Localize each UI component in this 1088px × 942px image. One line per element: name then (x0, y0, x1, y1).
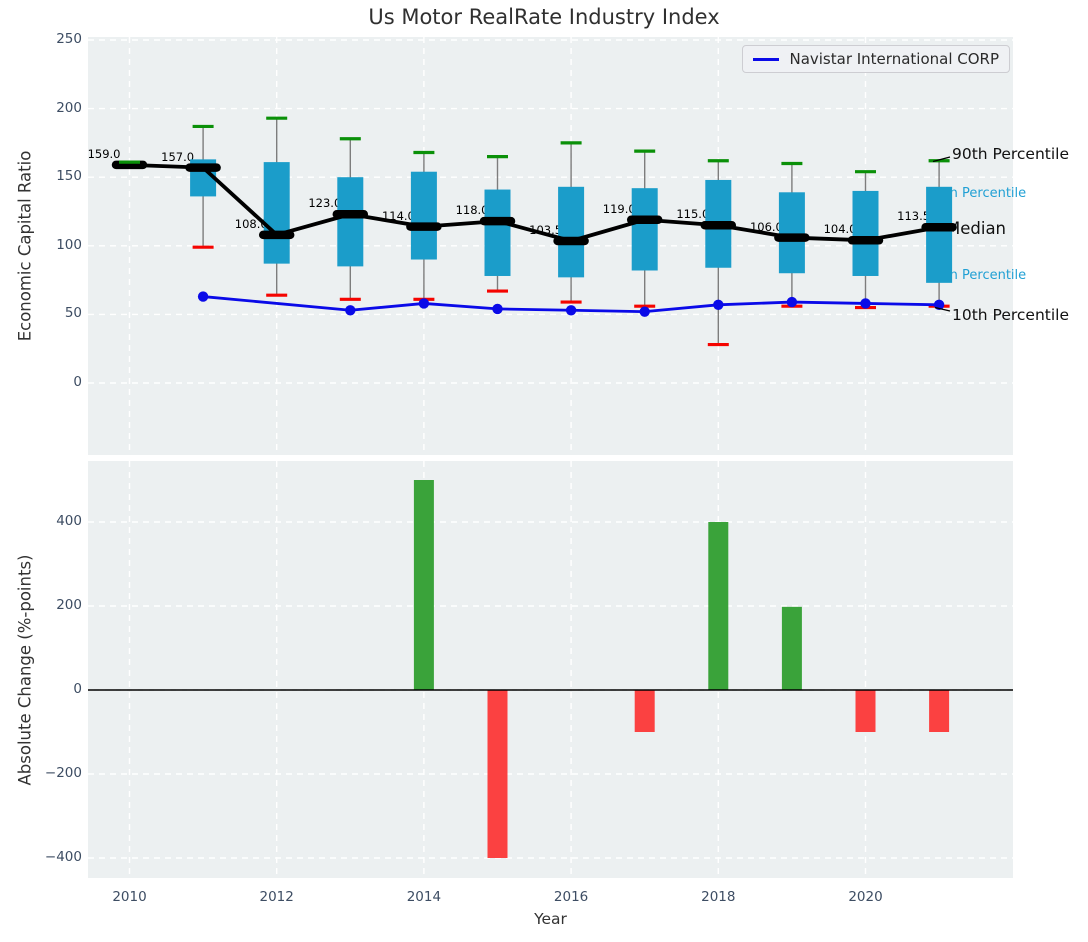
median-line (129, 162, 940, 243)
annotation-90th-percentile: 90th Percentile (952, 145, 1070, 163)
navistar-point-2017 (639, 306, 650, 317)
iqr-box-2020 (852, 190, 879, 276)
navistar-point-2013 (345, 305, 356, 316)
y-tick-label-bottom: 400 (56, 513, 82, 529)
legend-line-sample (753, 57, 780, 61)
navistar-point-2015 (492, 303, 503, 315)
legend-label: Navistar International CORP (789, 50, 999, 68)
x-tick-label: 2020 (848, 889, 883, 905)
median-value-label: 104.0 (823, 222, 857, 237)
iqr-box-2014 (410, 171, 437, 260)
change-bar-2019 (781, 606, 802, 690)
median-value-label: 123.0 (308, 196, 342, 211)
navistar-point-2016 (565, 305, 577, 316)
annotation-10th-percentile: 10th Percentile (952, 306, 1070, 324)
annotation-75th-percentile: 75th Percentile (928, 186, 1027, 201)
iqr-box-2012 (263, 162, 290, 264)
median-value-label: 119.0 (602, 201, 636, 216)
chart-title: Us Motor RealRate Industry Index (368, 5, 720, 29)
navistar-point-2018 (713, 299, 724, 310)
iqr-box-2013 (337, 177, 364, 267)
legend: Navistar International CORP (742, 45, 1010, 73)
annotation-median: Median (946, 219, 1007, 238)
median-value-label: 118.0 (455, 203, 489, 218)
y-tick-label-top: 250 (56, 31, 82, 47)
bottom-axes (88, 461, 1013, 878)
y-tick-label-top: 50 (64, 305, 82, 322)
y-tick-label-top: 0 (73, 374, 82, 390)
median-value-label: 115.0 (676, 207, 710, 222)
iqr-box-2015 (484, 189, 511, 276)
navistar-point-2019 (786, 296, 798, 308)
y-tick-label-bottom: 200 (56, 597, 82, 613)
iqr-box-2021 (926, 186, 953, 283)
navistar-line (202, 295, 940, 314)
x-tick-label: 2010 (112, 889, 147, 905)
navistar-point-2011 (197, 291, 209, 302)
x-tick-label: 2014 (406, 889, 442, 905)
y-tick-label-bottom: 0 (73, 681, 82, 697)
navistar-point-2020 (860, 298, 871, 309)
iqr-box-2017 (631, 188, 658, 271)
y-tick-label-bottom: −200 (44, 765, 82, 781)
iqr-box-2016 (558, 186, 585, 278)
annotation-25th-percentile: 25th Percentile (928, 268, 1027, 283)
iqr-box-2019 (778, 192, 805, 274)
change-bar-2021 (929, 690, 950, 732)
x-tick-label: 2016 (553, 889, 589, 905)
change-bar-2014 (413, 480, 434, 690)
y-tick-label-top: 150 (56, 168, 82, 185)
y-tick-label-top: 100 (56, 236, 82, 253)
change-bar-2020 (855, 690, 876, 732)
y-tick-label-bottom: −400 (44, 849, 82, 865)
leader-line-10th (934, 306, 951, 312)
change-bar-2015 (487, 690, 508, 858)
median-value-label: 159.0 (87, 146, 121, 161)
change-bar-2017 (634, 690, 655, 732)
leader-line-90th (932, 156, 951, 163)
x-axis-label: Year (534, 910, 567, 928)
navistar-point-2014 (418, 298, 430, 309)
x-tick-label: 2012 (259, 889, 294, 905)
x-tick-label: 2018 (701, 889, 736, 905)
median-value-label: 157.0 (161, 149, 195, 164)
change-bar-2018 (708, 522, 729, 690)
y-tick-label-top: 200 (56, 99, 82, 116)
median-value-label: 113.5 (897, 209, 931, 224)
